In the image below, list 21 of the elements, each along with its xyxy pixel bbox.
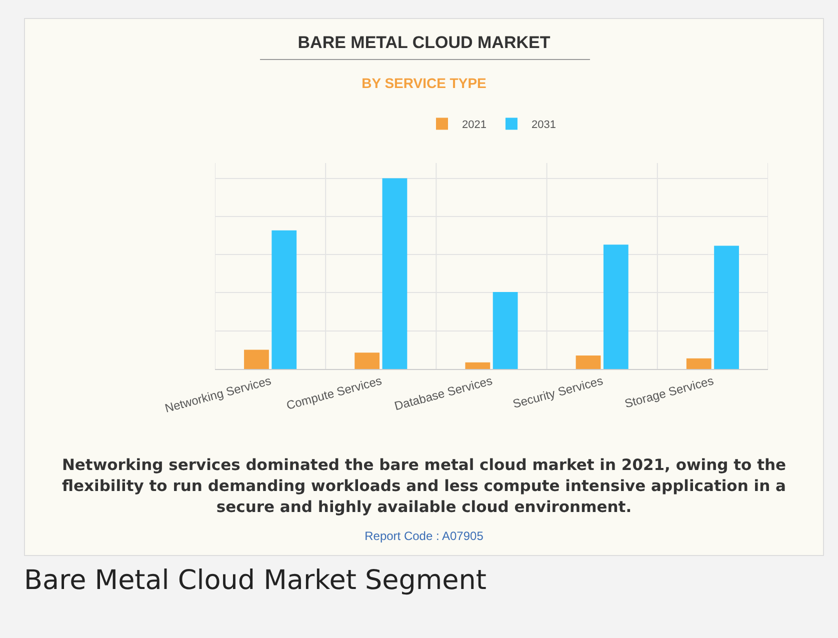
bar [354, 352, 380, 369]
x-tick-label: Compute Services [284, 374, 384, 412]
bar [686, 358, 712, 369]
bar [382, 178, 408, 369]
bar [603, 244, 628, 369]
bar [576, 355, 601, 369]
bar [492, 292, 518, 369]
bar [465, 362, 490, 369]
x-tick-label: Database Services [392, 374, 494, 414]
chart-subtitle: BY SERVICE TYPE [360, 75, 488, 91]
bar [714, 246, 739, 369]
text: Networking services dominated the bare metal cloud market in 2021, owing to the flexibility to run demanding workloads and less compute intensive application in a secure and highly available cloud environment. [60, 455, 788, 518]
bar [272, 230, 297, 369]
bar [244, 350, 269, 369]
chart-title: BARE METAL CLOUD MARKET [296, 33, 552, 53]
legend-label: 2021 [462, 119, 486, 132]
text: Report Code : A07905 [364, 529, 484, 543]
x-tick-label: Storage Services [623, 374, 716, 411]
text: Bare Metal Cloud Market Segment [24, 565, 486, 596]
legend-label: 2031 [531, 119, 556, 132]
x-tick-label: Security Services [511, 374, 604, 412]
